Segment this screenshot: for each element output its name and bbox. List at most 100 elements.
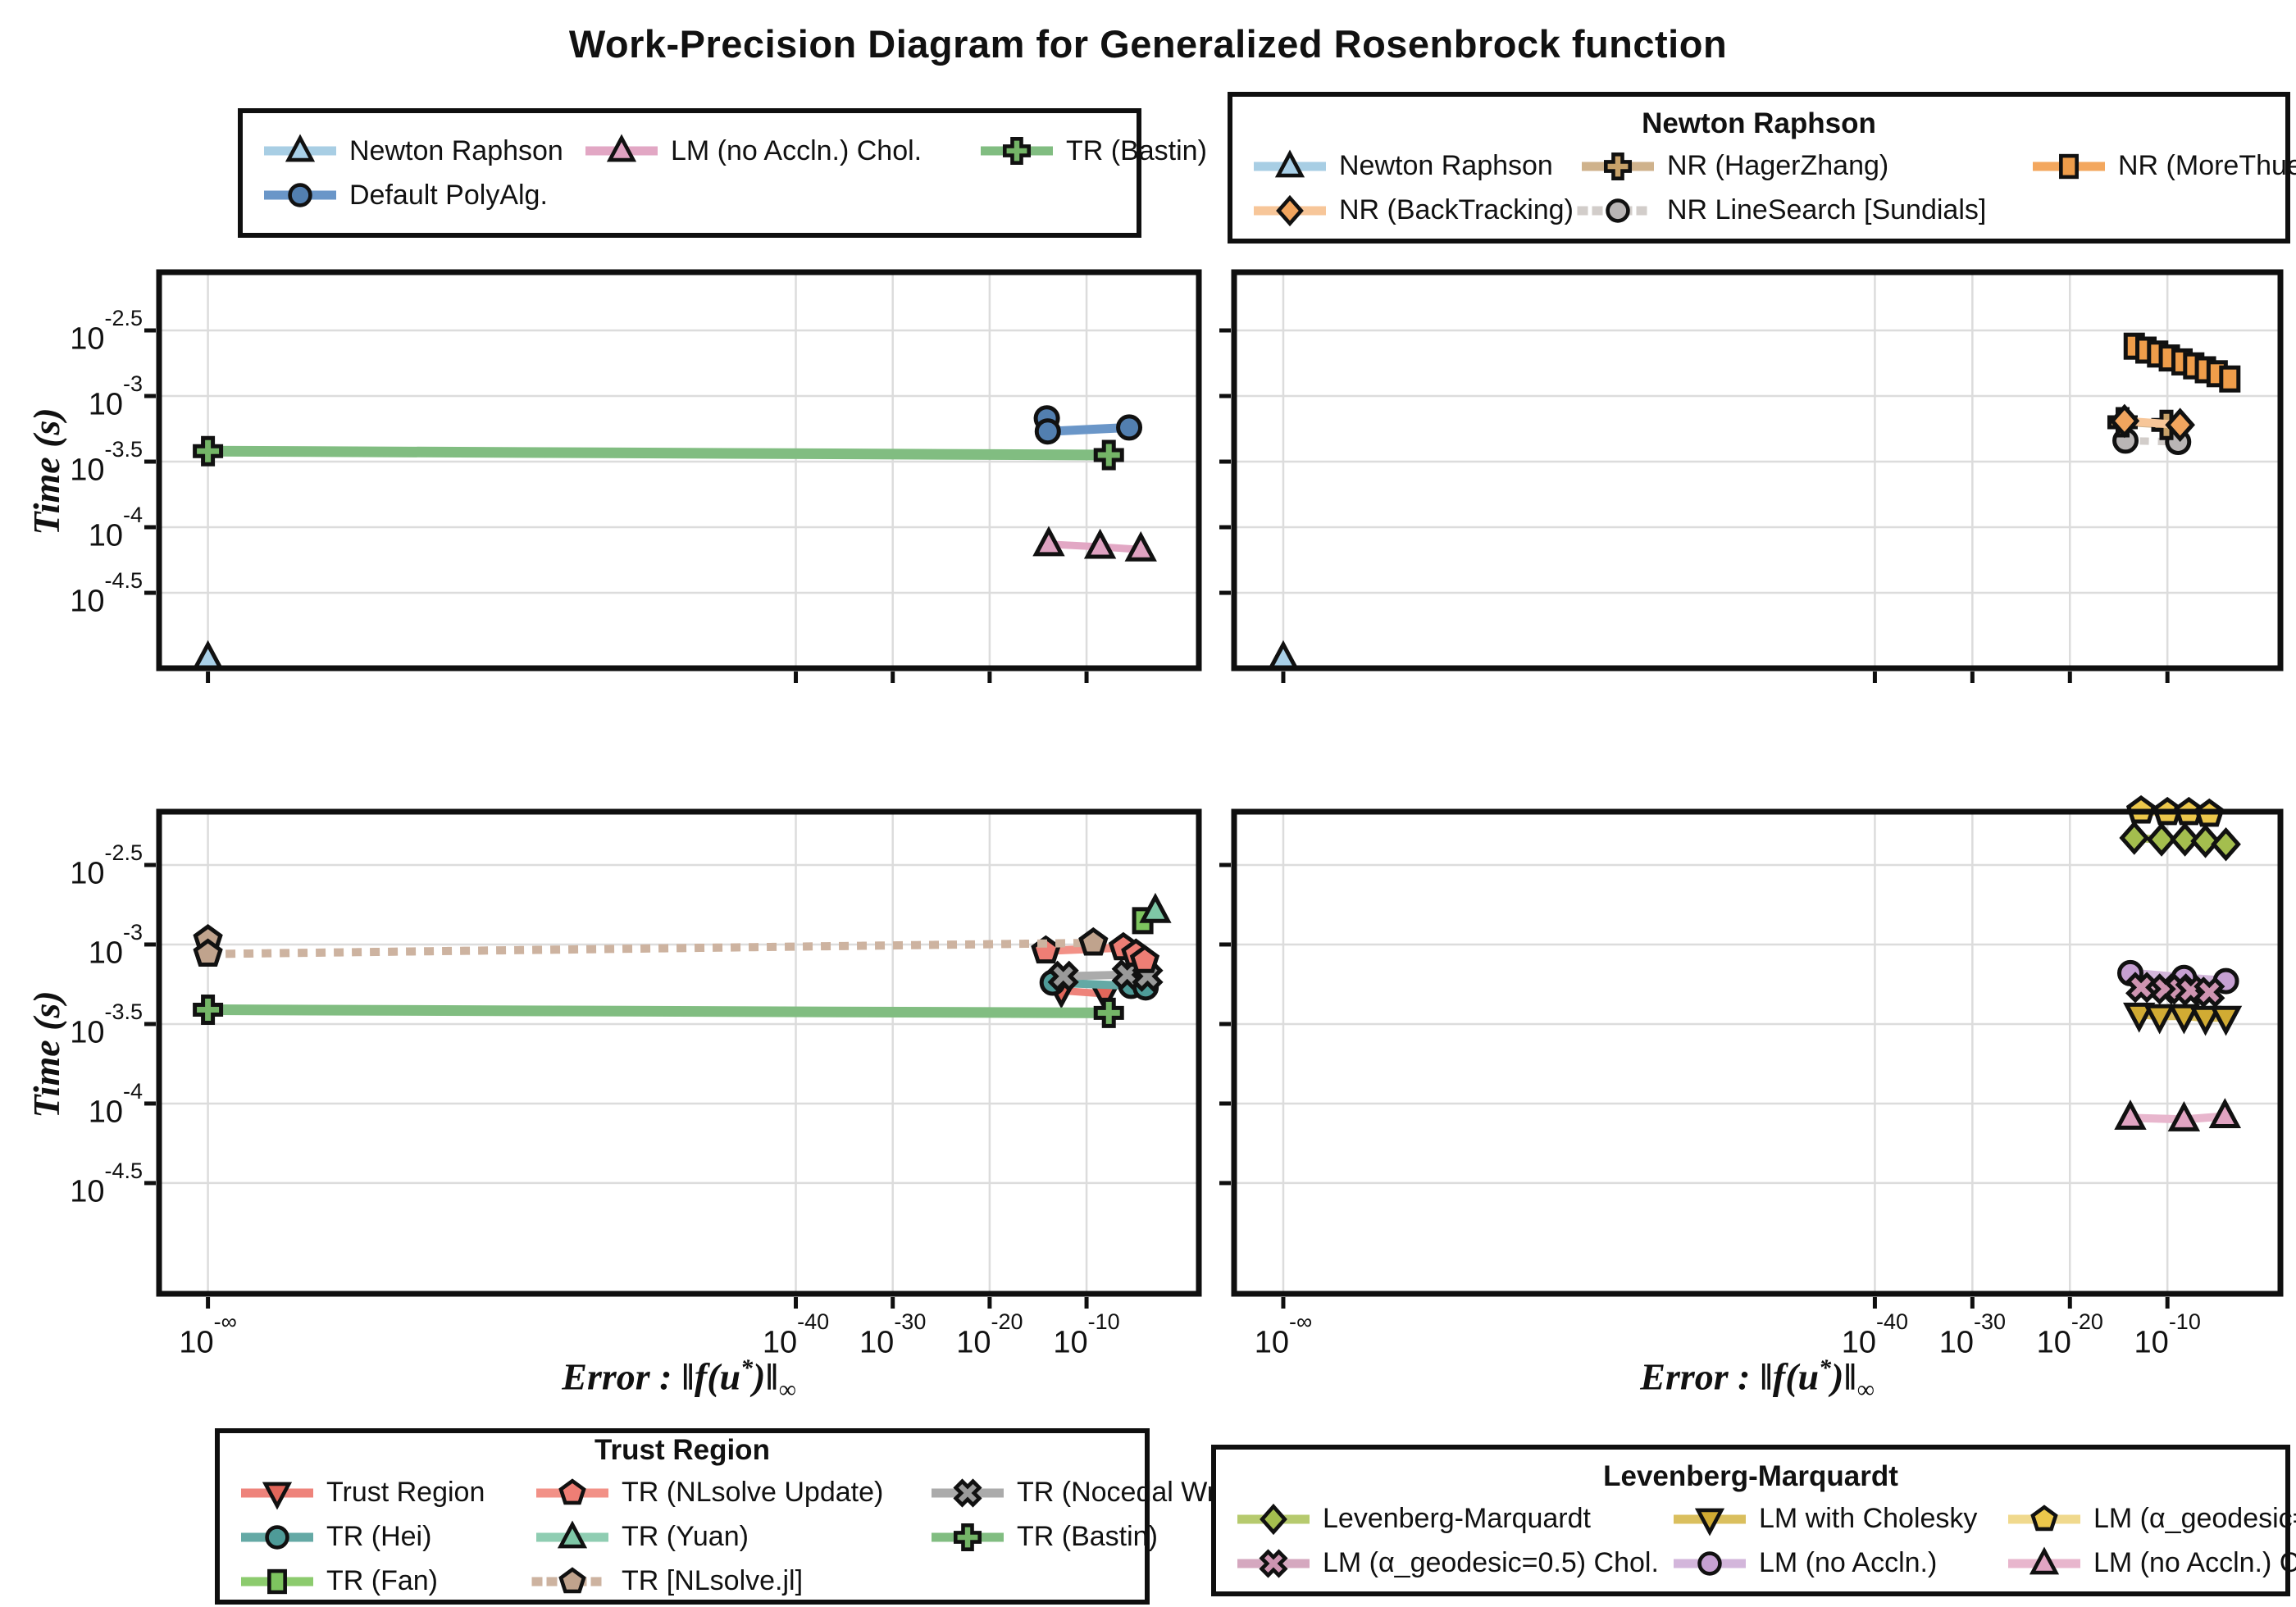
- triangle-down-marker-icon: [2143, 1004, 2176, 1035]
- legend-item-label: TR (Bastin): [1017, 1521, 1158, 1552]
- legend-item-tr-nlsolve-update: TR (NLsolve Update): [535, 1475, 913, 1511]
- pentagon-marker-icon: [558, 1566, 586, 1593]
- plot-background: [1234, 812, 2280, 1294]
- x-tick-label: 10-40: [1841, 1309, 1909, 1360]
- diamond-marker-icon: [2146, 822, 2177, 857]
- legend-title: Newton Raphson: [1642, 107, 1876, 139]
- series-lm-no-accln-chol: [2114, 1098, 2242, 1131]
- legend-default-group: Newton Raphson LM (no Accln.) Chol. TR (Ba…: [238, 108, 1207, 238]
- chart-title: Work-Precision Diagram for Generalized R…: [568, 22, 1728, 66]
- y-tick-label: 10-2.5: [70, 840, 143, 891]
- diamond-marker-icon: [2190, 824, 2221, 858]
- triangle-up-marker-icon: [1274, 148, 1305, 177]
- legend-trust-region: Trust Region Trust Region TR (NLsolve Upda…: [215, 1428, 1270, 1605]
- legend-item-tr-yuan: TR (Yuan): [535, 1519, 913, 1555]
- triangle-up-marker-icon: [606, 134, 637, 162]
- legend-item-label: LM (no Accln.) Chol.: [671, 134, 922, 166]
- triangle-up-marker-icon: [1124, 530, 1157, 562]
- diamond-marker-icon: [1260, 1503, 1287, 1535]
- legend-item-label: LM (α_geodesic=0.5): [2093, 1503, 2296, 1534]
- diamond-marker-icon: [2170, 822, 2200, 857]
- triangle-down-marker-icon: [2167, 1004, 2201, 1035]
- legend-swatch: [981, 136, 1053, 166]
- circle-marker-icon: [1606, 198, 1630, 223]
- legend-grid: Newton Raphson LM (no Accln.) Chol. TR (Ba…: [262, 133, 1207, 213]
- legend-item-label: TR (Bastin): [1066, 134, 1207, 166]
- triangle-up-marker-icon: [2167, 1101, 2201, 1131]
- legend-item-levenberg-marquardt: Levenberg-Marquardt: [1236, 1501, 1656, 1537]
- y-tick-label: 10-3.5: [70, 437, 143, 488]
- x-axis-label-norm: )‖: [1831, 1355, 1857, 1398]
- plot-bottom-right: [1219, 794, 2284, 1309]
- x-axis-label-star: *: [1819, 1354, 1832, 1382]
- legend-grid: Trust Region TR (NLsolve Update) TR (Noced…: [239, 1475, 1270, 1600]
- triangle-up-marker-icon: [285, 134, 316, 162]
- pentagon-marker-icon: [1078, 926, 1109, 956]
- legend-swatch: [536, 1519, 608, 1548]
- plot-bottom-left: [144, 808, 1202, 1309]
- legend-swatch: [241, 1482, 313, 1510]
- legend-item-label: NR (BackTracking): [1339, 194, 1574, 225]
- legend-swatch: [1674, 1508, 1746, 1536]
- pentagon-marker-icon: [558, 1477, 586, 1505]
- square-marker-icon: [2219, 365, 2241, 393]
- triangle-up-marker-icon: [2029, 1546, 2060, 1574]
- series-tr-bastin: [193, 435, 1124, 471]
- legend-item-nr-backtracking: NR (BackTracking): [1252, 193, 1574, 229]
- x-tick-label: 10-40: [762, 1309, 830, 1360]
- x-axis-label-left: Error : ‖f(u*)‖∞: [367, 1354, 991, 1404]
- series-lm-with-cholesky: [2123, 1002, 2243, 1036]
- triangle-up-marker-icon: [557, 1519, 588, 1548]
- legend-swatch: [1582, 152, 1654, 180]
- circle-marker-icon: [288, 183, 312, 207]
- legend-swatch: [2033, 153, 2105, 179]
- plus-marker-icon: [953, 1523, 982, 1551]
- y-tick-label: 10-3.5: [70, 999, 143, 1050]
- legend-item-label: TR (NLsolve Update): [622, 1477, 884, 1508]
- square-marker-icon: [267, 1568, 287, 1594]
- series-nr-backtracking: [2109, 403, 2195, 442]
- legend-grid: Newton Raphson NR (HagerZhang) NR (MoreThu…: [1252, 148, 2296, 229]
- legend-item-label: Default PolyAlg.: [349, 179, 548, 211]
- triangle-down-marker-icon: [262, 1482, 293, 1510]
- legend-item-label: Newton Raphson: [349, 134, 563, 166]
- circle-marker-icon: [265, 1524, 289, 1550]
- legend-item-tr-hei: TR (Hei): [239, 1519, 518, 1555]
- legend-swatch: [2008, 1504, 2080, 1531]
- legend-swatch: [932, 1477, 1004, 1508]
- x-tick-label: 10-30: [859, 1309, 927, 1360]
- triangle-up-marker-icon: [2114, 1099, 2147, 1130]
- legend-swatch: [264, 134, 336, 162]
- x-axis-label-norm: )‖: [753, 1355, 779, 1398]
- y-tick-label: 10-4: [88, 503, 143, 553]
- triangle-down-marker-icon: [2209, 1005, 2243, 1036]
- y-tick-label: 10-4.5: [70, 568, 143, 619]
- legend-item-nr-linesearch-sundials: NR LineSearch [Sundials]: [1577, 193, 2015, 229]
- diamond-marker-icon: [2211, 826, 2241, 862]
- x-tick-label: 10-20: [956, 1309, 1023, 1360]
- legend-item-label: Levenberg-Marquardt: [1323, 1503, 1591, 1534]
- x-axis-label-text: Error : ‖f(u: [562, 1355, 741, 1398]
- series-lm-geodesic-0-5-chol: [2125, 972, 2225, 1008]
- x-marker-icon: [1047, 960, 1079, 992]
- x-axis-label-text: Error : ‖f(u: [1640, 1355, 1820, 1398]
- triangle-up-marker-icon: [1139, 892, 1172, 923]
- legend-item-newton-raphson: Newton Raphson: [262, 133, 567, 169]
- pentagon-marker-icon: [2030, 1504, 2058, 1531]
- diamond-marker-icon: [2109, 403, 2140, 439]
- legend-item-label: LM (no Accln.) Chol.: [2093, 1547, 2296, 1578]
- legend-item-lm-no-accln-chol: LM (no Accln.) Chol.: [2007, 1546, 2296, 1582]
- x-axis-label-right: Error : ‖f(u*)‖∞: [1446, 1354, 2069, 1404]
- plot-border: [156, 269, 1202, 671]
- x-tick-label: 10-30: [1938, 1309, 2006, 1360]
- y-tick-label: 10-4.5: [70, 1158, 143, 1209]
- triangle-down-marker-icon: [2189, 1005, 2222, 1036]
- legend-item-tr-bastin: TR (Bastin): [930, 1519, 1270, 1555]
- pentagon-marker-icon: [1129, 945, 1160, 973]
- circle-marker-icon: [1034, 418, 1061, 445]
- x-tick-label: 10-∞: [179, 1309, 237, 1360]
- legend-item-tr-fan: TR (Fan): [239, 1564, 518, 1600]
- x-axis-label-star: *: [740, 1354, 754, 1382]
- legend-swatch: [241, 1568, 313, 1594]
- legend-item-lm-no-accln: LM (no Accln.): [1672, 1546, 1990, 1582]
